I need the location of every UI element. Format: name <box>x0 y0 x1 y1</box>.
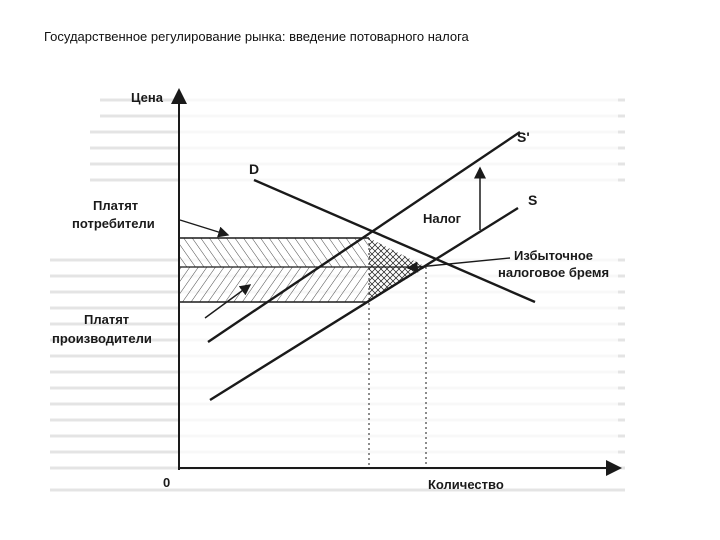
deadweight-label-line2: налоговое бремя <box>498 265 609 280</box>
consumer-burden-area <box>179 238 369 267</box>
tax-diagram-svg: Цена Количество 0 D S' S Налог Платят по… <box>50 88 625 492</box>
supply-curve <box>209 206 519 402</box>
deadweight-loss-triangle <box>369 238 426 302</box>
price-axis-label: Цена <box>131 90 164 105</box>
consumers-label-line2: потребители <box>72 216 155 231</box>
tax-label: Налог <box>423 211 462 226</box>
deadweight-arrow <box>406 257 511 273</box>
quantity-axis-label: Количество <box>428 477 504 492</box>
slide-title: Государственное регулирование рынка: вве… <box>44 29 469 44</box>
supply-with-tax-curve <box>207 131 521 343</box>
supply-label: S <box>528 192 537 208</box>
deadweight-label-line1: Избыточное <box>514 248 593 263</box>
tax-diagram: Цена Количество 0 D S' S Налог Платят по… <box>30 80 635 500</box>
consumers-arrow <box>179 219 230 238</box>
supply-with-tax-label: S' <box>517 129 530 145</box>
consumers-label-line1: Платят <box>93 198 138 213</box>
producers-label-line2: производители <box>52 331 152 346</box>
demand-curve <box>253 178 536 304</box>
demand-label: D <box>249 161 259 177</box>
producers-arrow <box>204 284 252 319</box>
producers-label-line1: Платят <box>84 312 129 327</box>
origin-label: 0 <box>163 475 170 490</box>
